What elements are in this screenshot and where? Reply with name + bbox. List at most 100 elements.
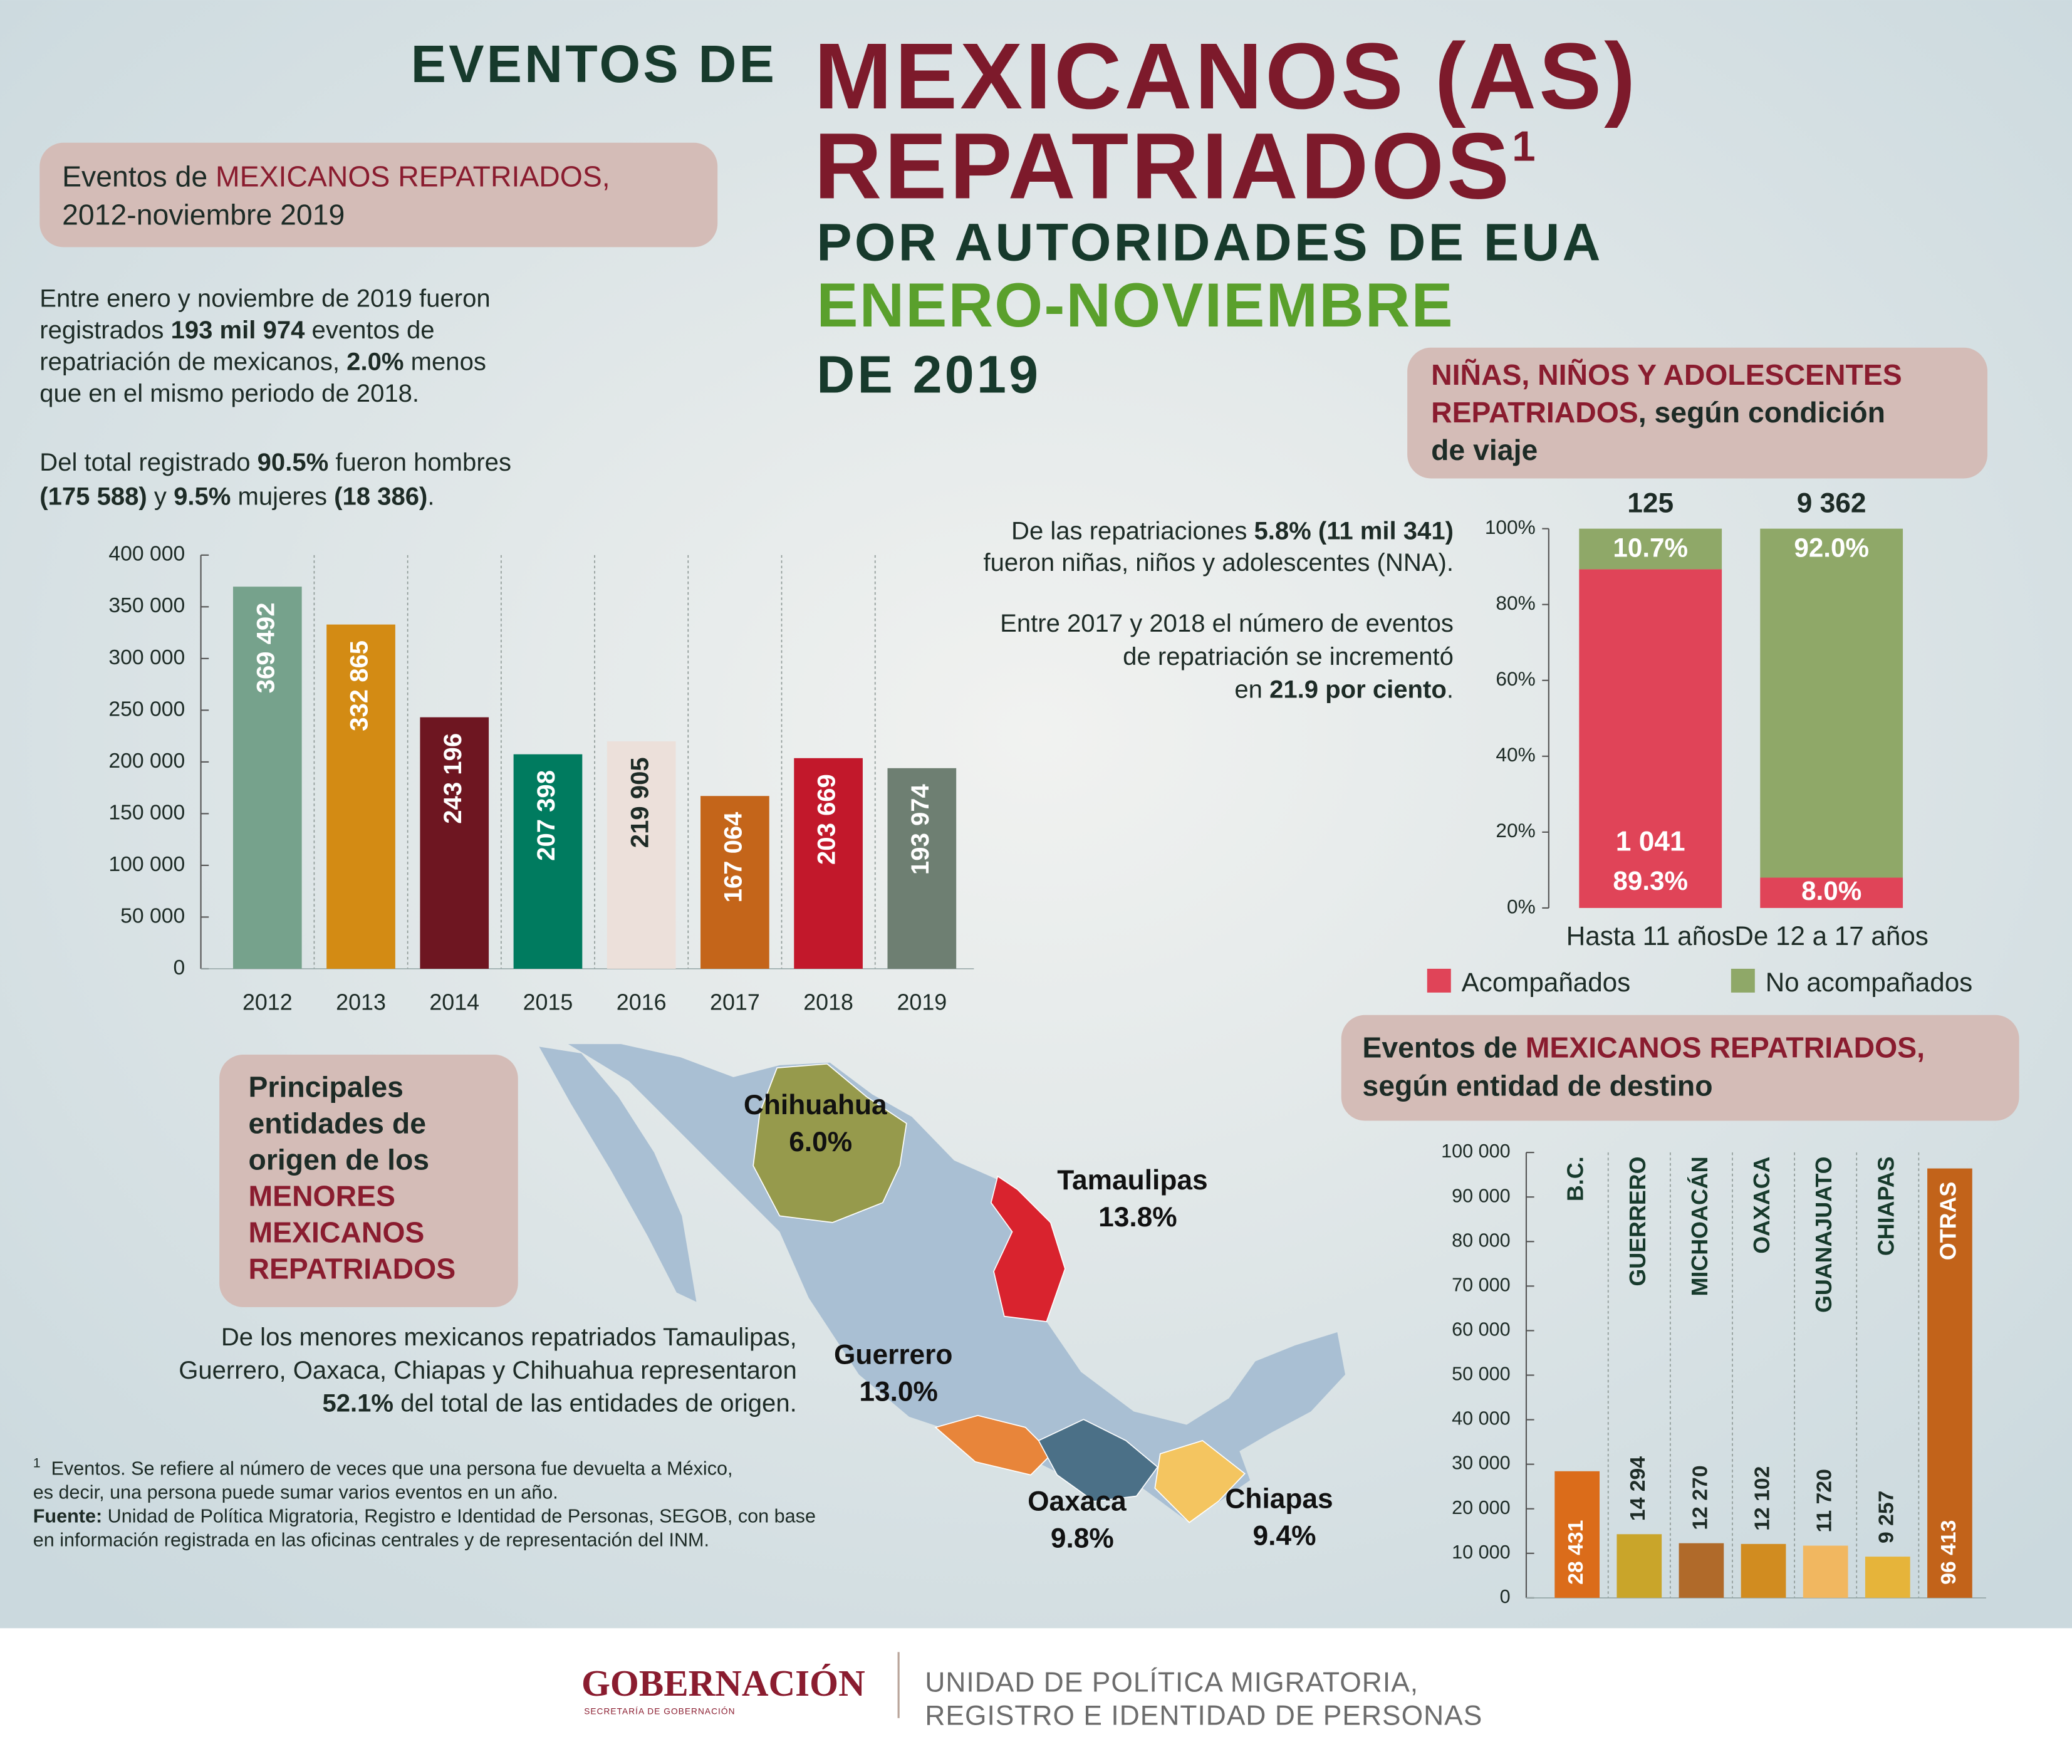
y-tick-label: 80 000 (1452, 1229, 1511, 1251)
value-label: 332 865 (346, 640, 373, 731)
text-span: 5.8% (11 mil 341) (1254, 518, 1453, 545)
bar (420, 717, 489, 969)
y-tick-label: 70 000 (1452, 1274, 1511, 1295)
text-span: fueron niñas, niños y adolescentes (NNA)… (984, 549, 1454, 577)
text-span: Entre enero y noviembre de 2019 fueron (39, 284, 490, 312)
destination-box (1341, 1015, 2019, 1121)
text-span: Eventos. Se refiere al número de veces q… (41, 1458, 733, 1480)
category-label: GUERRERO (1625, 1156, 1650, 1286)
text-span: 193 mil 974 (171, 316, 306, 344)
count-label: 1 041 (1616, 826, 1685, 857)
legend-swatch (1731, 968, 1755, 993)
value-label: 219 905 (626, 757, 653, 848)
y-tick-label: 150 000 (108, 800, 185, 824)
text-span: REPATRIADOS (1431, 396, 1638, 429)
title-note: 1 (1512, 123, 1538, 170)
text-span: 52.1% (322, 1389, 393, 1417)
text-span: Eventos de (1362, 1031, 1525, 1063)
value-label: 12 102 (1750, 1466, 1774, 1531)
text-line: de viaje (1431, 434, 1538, 466)
bar (607, 741, 676, 969)
text-span: repatriación de mexicanos, (39, 348, 346, 376)
y-tick-label: 350 000 (108, 593, 185, 617)
text-line: en información registrada en las oficina… (33, 1530, 709, 1551)
text-span: y (147, 483, 174, 511)
text-span: MEXICANOS REPATRIADOS, (216, 160, 610, 192)
y-tick-label: 60 000 (1452, 1318, 1511, 1340)
x-tick-label: 2016 (617, 989, 667, 1015)
category-label: OTRAS (1935, 1182, 1960, 1260)
text-span: . (427, 483, 434, 511)
text-span: Entre 2017 y 2018 el número de eventos (1000, 610, 1454, 637)
text-span: que en el mismo periodo de 2018. (39, 380, 419, 407)
text-span: (18 386) (334, 483, 427, 511)
category-label: MICHOACÁN (1687, 1156, 1712, 1296)
text-line: Del total registrado 90.5% fueron hombre… (39, 449, 511, 476)
y-tick-label: 0% (1507, 895, 1536, 917)
region-name: Guerrero (834, 1340, 953, 1370)
bar-segment (1579, 528, 1722, 570)
x-tick-label: 2013 (336, 989, 386, 1015)
map-peninsula (539, 1046, 697, 1302)
text-span: registrados (39, 316, 170, 344)
y-tick-label: 60% (1496, 667, 1535, 690)
text-line: 52.1% del total de las entidades de orig… (322, 1389, 796, 1417)
text-span: Fuente: (33, 1506, 102, 1527)
category-label: CHIAPAS (1873, 1156, 1898, 1256)
bar (326, 624, 395, 969)
value-label: 193 974 (907, 783, 934, 875)
text-span: 2012-noviembre 2019 (62, 199, 345, 231)
map-region (752, 1063, 907, 1223)
text-span: Principales (249, 1071, 403, 1104)
text-line: que en el mismo periodo de 2018. (39, 380, 419, 407)
header-lead: EVENTOS DE (411, 34, 777, 93)
map-region (990, 1175, 1066, 1322)
text-span: De los menores mexicanos repatriados Tam… (221, 1323, 797, 1351)
text-line: REPATRIADOS, según condición (1431, 396, 1885, 429)
y-tick-label: 10 000 (1452, 1542, 1511, 1563)
text-span: origen de los (249, 1144, 430, 1176)
value-label: 92.0% (1794, 533, 1869, 563)
bar (1803, 1545, 1848, 1598)
value-label: 14 294 (1626, 1456, 1650, 1521)
text-line: De las repatriaciones 5.8% (11 mil 341) (1011, 518, 1454, 545)
minors-box (219, 1055, 518, 1307)
text-span: Del total registrado (39, 449, 257, 476)
text-line: Entre enero y noviembre de 2019 fueron (39, 284, 490, 312)
text-line: según entidad de destino (1362, 1069, 1712, 1102)
brand-sub: SECRETARÍA DE GOBERNACIÓN (584, 1706, 735, 1716)
text-span: Guerrero, Oaxaca, Chiapas y Chihuahua re… (179, 1357, 797, 1384)
value-label: 10.7% (1613, 533, 1688, 563)
count-label: 9 362 (1797, 488, 1866, 518)
value-label: 203 669 (813, 774, 841, 865)
text-line: origen de los (249, 1144, 430, 1176)
text-span: 1 (33, 1456, 41, 1471)
text-span: en información registrada en las oficina… (33, 1530, 709, 1551)
text-span: , según condición (1638, 396, 1885, 429)
y-tick-label: 0 (1500, 1586, 1511, 1607)
text-span: eventos de (305, 316, 434, 344)
x-tick-label: 2014 (429, 989, 479, 1015)
text-line: Eventos de MEXICANOS REPATRIADOS, (62, 160, 610, 192)
text-line: MEXICANOS (249, 1216, 425, 1249)
y-tick-label: 200 000 (108, 749, 185, 773)
region-name: Tamaulipas (1057, 1165, 1207, 1196)
text-span: en (1234, 676, 1269, 704)
y-tick-label: 0 (174, 956, 185, 979)
value-label: 8.0% (1801, 876, 1861, 905)
text-span: de viaje (1431, 434, 1538, 466)
region-value: 9.4% (1253, 1521, 1316, 1552)
category-label: OAXACA (1749, 1156, 1774, 1253)
text-line: De los menores mexicanos repatriados Tam… (221, 1323, 797, 1351)
y-tick-label: 100 000 (1441, 1140, 1511, 1162)
map-region (1038, 1419, 1158, 1502)
region-value: 9.8% (1051, 1523, 1114, 1554)
bar-segment (1760, 528, 1903, 878)
bar (700, 796, 769, 969)
text-span: entidades de (249, 1107, 426, 1140)
x-tick-label: 2017 (710, 989, 760, 1015)
bar (887, 768, 957, 969)
value-label: 167 064 (719, 812, 747, 903)
